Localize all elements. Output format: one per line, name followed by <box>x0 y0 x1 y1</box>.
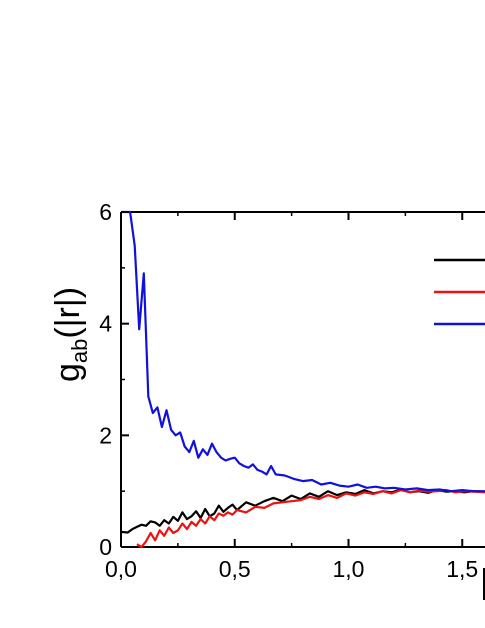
series-line-3 <box>121 210 485 493</box>
series-line-2 <box>136 489 485 549</box>
series-line-1 <box>120 488 485 534</box>
x-tick-label: 1,0 <box>333 556 365 582</box>
y-axis-label-subscript: ab <box>67 339 92 363</box>
y-tick-label: 6 <box>99 199 112 225</box>
legend <box>434 258 485 326</box>
y-tick-label: 0 <box>99 534 112 560</box>
y-axis-label-base: g <box>49 363 87 382</box>
x-tick-label: 1,5 <box>446 556 478 582</box>
svg-text:gab(|r|): gab(|r|) <box>49 287 92 382</box>
y-axis-label: gab(|r|) <box>49 287 92 382</box>
plot-area <box>120 210 485 600</box>
y-tick-label: 2 <box>99 422 112 448</box>
x-tick-label: 0,5 <box>219 556 251 582</box>
y-axis-label-rest: (|r|) <box>49 287 87 339</box>
y-tick-label: 4 <box>99 311 112 337</box>
x-axis-ticks: 0,0 0,5 1,0 1,5 <box>105 212 478 582</box>
x-tick-label: 0,0 <box>105 556 137 582</box>
y-axis-ticks: 0 2 4 6 <box>99 199 129 560</box>
